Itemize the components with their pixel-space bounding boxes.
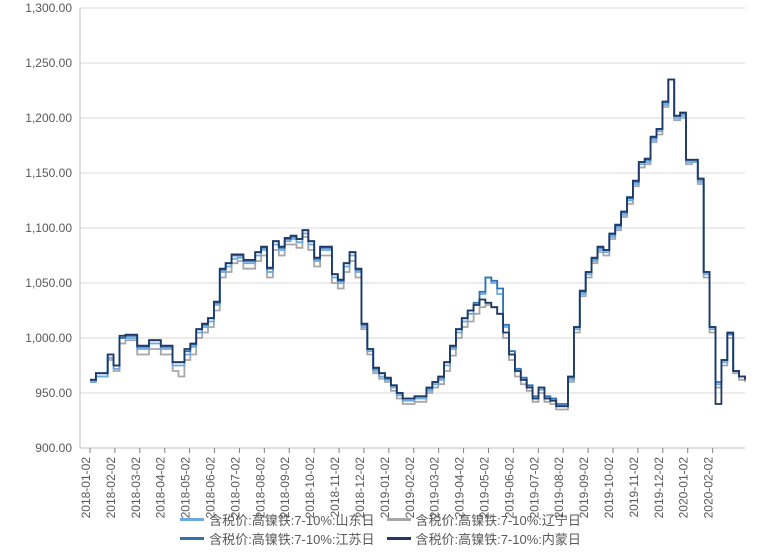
legend-swatch [387,537,411,540]
legend-label: 含税价:高镍铁:7-10%:辽宁日 [416,510,581,529]
y-tick-label: 1,000.00 [25,331,72,345]
legend-item: 含税价:高镍铁:7-10%:江苏日 [180,529,374,548]
y-tick-label: 1,100.00 [25,221,72,235]
legend-row: 含税价:高镍铁:7-10%:江苏日 含税价:高镍铁:7-10%:内蒙日 [0,529,761,548]
legend-row: 含税价:高镍铁:7-10%:山东日 含税价:高镍铁:7-10%:辽宁日 [0,510,761,529]
legend: 含税价:高镍铁:7-10%:山东日含税价:高镍铁:7-10%:辽宁日含税价:高镍… [0,510,761,548]
legend-swatch [180,518,204,521]
legend-item: 含税价:高镍铁:7-10%:内蒙日 [387,529,581,548]
legend-label: 含税价:高镍铁:7-10%:山东日 [209,510,374,529]
legend-item: 含税价:高镍铁:7-10%:辽宁日 [387,510,581,529]
y-tick-label: 900.00 [35,441,72,455]
legend-item: 含税价:高镍铁:7-10%:山东日 [180,510,374,529]
y-tick-label: 950.00 [35,386,72,400]
y-tick-label: 1,050.00 [25,276,72,290]
legend-label: 含税价:高镍铁:7-10%:内蒙日 [416,529,581,548]
legend-swatch [180,537,204,540]
x-tick-label: 2019-11-02 [627,457,641,518]
y-tick-label: 1,250.00 [25,56,72,70]
chart-canvas: 900.00 950.00 1,000.00 1,050.00 1,100.00 1,15… [0,0,761,552]
y-tick-label: 1,200.00 [25,111,72,125]
x-tick-label: 2018-11-02 [328,457,342,518]
legend-swatch [387,518,411,521]
y-tick-label: 1,150.00 [25,166,72,180]
price-line-chart: 900.00 950.00 1,000.00 1,050.00 1,100.00 1,15… [0,0,761,552]
legend-label: 含税价:高镍铁:7-10%:江苏日 [209,529,374,548]
y-tick-label: 1,300.00 [25,1,72,15]
